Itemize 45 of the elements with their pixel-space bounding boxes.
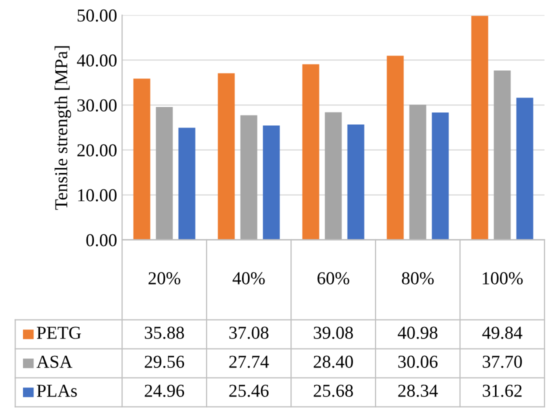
x-tick-label: 80% <box>402 272 434 284</box>
data-label: 30.06 <box>398 356 438 368</box>
y-tick-label: 30.00 <box>77 99 117 112</box>
legend-label: PLAs <box>36 384 77 397</box>
x-tick-label: 20% <box>148 272 180 284</box>
data-label: 28.34 <box>398 384 438 397</box>
bar <box>218 73 235 240</box>
x-tick-label: 60% <box>318 272 350 284</box>
data-label: 28.40 <box>314 356 353 368</box>
legend-label: ASA <box>36 356 72 368</box>
bar <box>178 128 196 240</box>
bar <box>240 115 258 240</box>
bar <box>347 124 364 240</box>
data-label: 31.62 <box>482 384 522 397</box>
y-tick-label: 20.00 <box>77 144 117 156</box>
data-label: 39.08 <box>314 326 353 339</box>
legend-label: PETG <box>36 326 81 339</box>
data-label: 37.08 <box>229 326 268 339</box>
x-tick-label: 40% <box>232 272 265 284</box>
data-label: 24.96 <box>144 384 184 397</box>
bar <box>386 56 404 240</box>
bar <box>409 104 426 240</box>
bar <box>133 78 150 240</box>
data-label: 49.84 <box>482 326 522 339</box>
bar <box>432 112 449 240</box>
data-label: 27.74 <box>229 356 269 368</box>
bar <box>324 112 342 240</box>
data-label: 25.46 <box>229 384 269 397</box>
y-axis-title: Tensile strength [MPa] <box>54 46 72 210</box>
y-tick-label: 50.00 <box>78 9 117 22</box>
y-tick-label: 10.00 <box>78 189 117 202</box>
bar <box>262 125 280 240</box>
data-label: 35.88 <box>144 326 184 339</box>
bar <box>302 64 320 240</box>
data-label: 25.68 <box>314 384 353 397</box>
y-tick-label: 40.00 <box>76 54 117 67</box>
bar <box>471 16 488 240</box>
y-tick-label: 0.00 <box>86 234 117 246</box>
data-label: 29.56 <box>144 356 184 368</box>
bar <box>156 107 173 240</box>
bar <box>516 98 534 240</box>
data-label: 40.98 <box>398 326 438 339</box>
bar <box>494 70 511 240</box>
x-tick-label: 100% <box>482 272 523 284</box>
data-label: 37.70 <box>482 356 522 368</box>
